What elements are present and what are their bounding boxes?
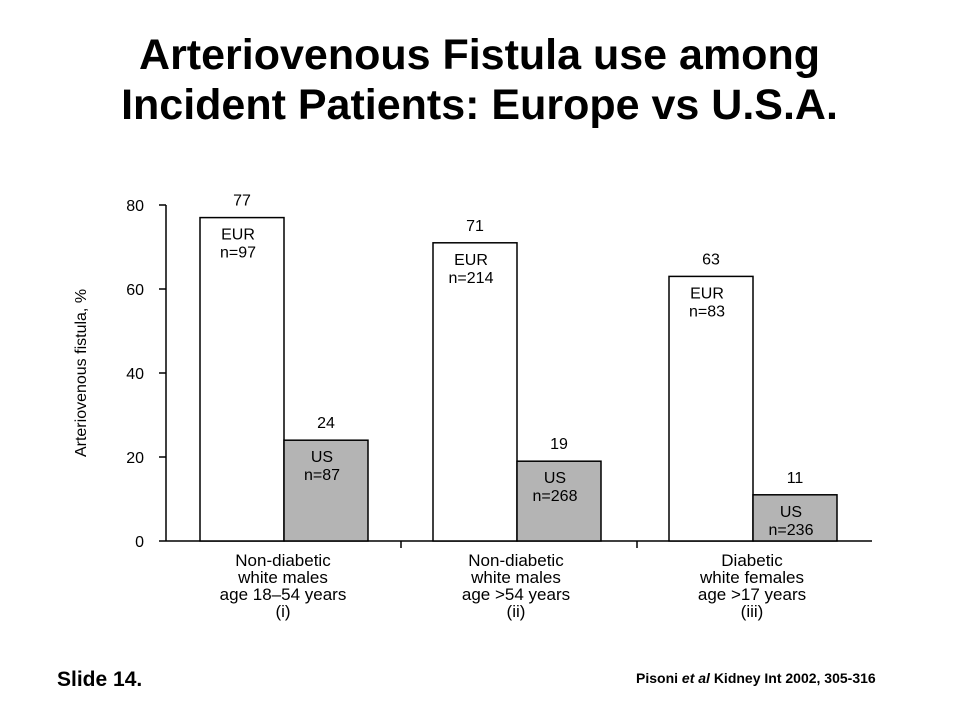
x-category-label: Diabetic [721,551,783,570]
bar-eur-3 [668,275,754,542]
x-category-label: Non-diabetic [235,551,331,570]
y-tick-label: 20 [126,450,144,467]
citation-etal: et al [681,670,710,686]
bar-us-2 [516,460,602,542]
bar-n-label: n=83 [689,303,725,320]
y-tick-label: 40 [126,366,144,383]
x-category-label: (ii) [507,602,526,621]
bar-series-label: EUR [690,285,724,302]
x-category-label: white males [470,568,561,587]
bar-n-label: n=97 [220,245,256,262]
y-tick-label: 0 [135,534,144,551]
bar-us-3 [752,494,838,542]
bar-n-label: n=214 [449,270,494,287]
citation-source: Kidney Int 2002, 305-316 [713,670,876,686]
citation-author: Pisoni [636,670,679,686]
bar-series-label: EUR [454,252,488,269]
x-category-label: age 18–54 years [220,585,347,604]
bar-eur-1 [199,216,285,542]
citation: Pisoni et al Kidney Int 2002, 305-316 [636,670,876,686]
x-category-label: age >17 years [698,585,806,604]
bar-eur-2 [432,242,518,542]
y-tick-label: 60 [126,282,144,299]
slide-number: Slide 14. [57,668,143,691]
y-axis-label: Arteriovenous fistula, % [73,289,90,457]
y-tick-label: 80 [126,198,144,215]
x-category-label: white females [699,568,804,587]
bar-n-label: n=87 [304,467,340,484]
bar-series-label: EUR [221,227,255,244]
bar-n-label: n=268 [533,488,578,505]
bar-series-label: US [780,504,802,521]
bar-value-label: 77 [233,193,251,210]
bar-value-label: 19 [550,436,568,453]
slide-title: Arteriovenous Fistula use among Incident… [0,30,959,130]
bar-series-label: US [311,449,333,466]
bar-value-label: 24 [317,415,335,432]
bar-value-label: 71 [466,218,484,235]
bar-series-label: US [544,470,566,487]
x-category-label: (i) [275,602,290,621]
bar-value-label: 11 [787,470,804,487]
x-category-label: (iii) [741,602,764,621]
x-category-label: white males [237,568,328,587]
bar-us-1 [283,439,369,542]
bar-value-label: 63 [702,251,720,268]
x-category-label: age >54 years [462,585,570,604]
x-category-label: Non-diabetic [468,551,564,570]
slide-title-line-1: Arteriovenous Fistula use among [139,31,820,79]
bar-n-label: n=236 [769,522,814,539]
slide-title-line-2: Incident Patients: Europe vs U.S.A. [121,81,838,129]
